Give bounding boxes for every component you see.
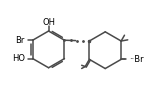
Text: Br: Br (15, 36, 24, 45)
Text: ··Br: ··Br (129, 55, 143, 64)
Text: HO: HO (12, 54, 25, 63)
Text: OH: OH (42, 18, 55, 27)
